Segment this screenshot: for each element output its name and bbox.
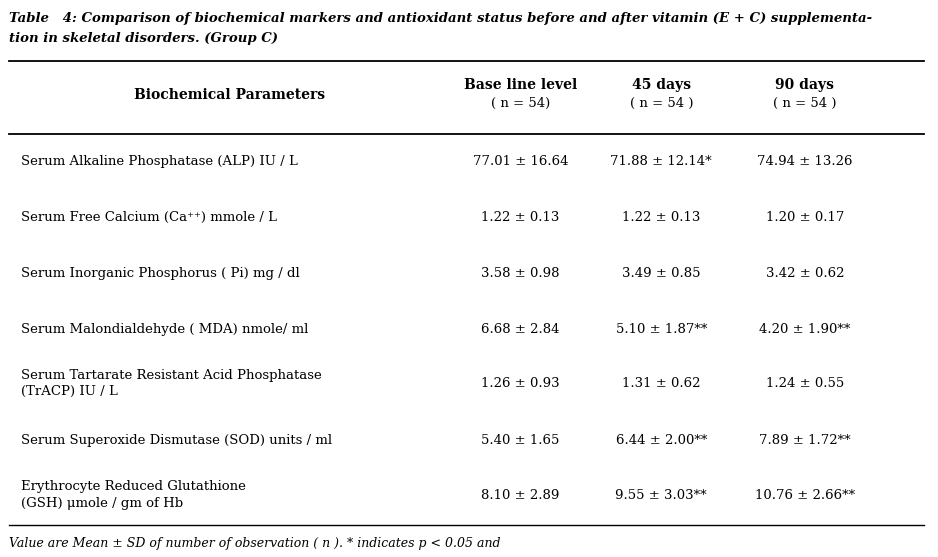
Text: Serum Malondialdehyde ( MDA) nmole/ ml: Serum Malondialdehyde ( MDA) nmole/ ml: [21, 323, 308, 336]
Text: 1.26 ± 0.93: 1.26 ± 0.93: [481, 377, 560, 390]
Text: 90 days: 90 days: [776, 78, 834, 92]
Text: 3.58 ± 0.98: 3.58 ± 0.98: [481, 267, 560, 280]
Text: ( n = 54 ): ( n = 54 ): [629, 96, 693, 110]
Text: (GSH) μmole / gm of Hb: (GSH) μmole / gm of Hb: [21, 497, 183, 510]
Text: 6.68 ± 2.84: 6.68 ± 2.84: [481, 323, 560, 336]
Text: 77.01 ± 16.64: 77.01 ± 16.64: [473, 155, 568, 168]
Text: 1.24 ± 0.55: 1.24 ± 0.55: [765, 377, 844, 390]
Text: 5.10 ± 1.87**: 5.10 ± 1.87**: [615, 323, 707, 336]
Text: Base line level: Base line level: [464, 78, 577, 92]
Text: Serum Alkaline Phosphatase (ALP) IU / L: Serum Alkaline Phosphatase (ALP) IU / L: [21, 155, 297, 168]
Text: Serum Superoxide Dismutase (SOD) units / ml: Serum Superoxide Dismutase (SOD) units /…: [21, 434, 332, 447]
Text: 71.88 ± 12.14*: 71.88 ± 12.14*: [611, 155, 712, 168]
Text: (TrACP) IU / L: (TrACP) IU / L: [21, 385, 117, 398]
Text: Serum Inorganic Phosphorus ( Pi) mg / dl: Serum Inorganic Phosphorus ( Pi) mg / dl: [21, 267, 299, 280]
Text: 8.10 ± 2.89: 8.10 ± 2.89: [481, 488, 560, 502]
Text: 6.44 ± 2.00**: 6.44 ± 2.00**: [615, 434, 707, 447]
Text: 5.40 ± 1.65: 5.40 ± 1.65: [481, 434, 560, 447]
Text: Serum Free Calcium (Ca⁺⁺) mmole / L: Serum Free Calcium (Ca⁺⁺) mmole / L: [21, 211, 277, 224]
Text: 1.20 ± 0.17: 1.20 ± 0.17: [765, 211, 844, 224]
Text: 45 days: 45 days: [631, 78, 691, 92]
Text: Biochemical Parameters: Biochemical Parameters: [134, 87, 325, 102]
Text: ( n = 54): ( n = 54): [491, 96, 551, 110]
Text: Table   4: Comparison of biochemical markers and antioxidant status before and a: Table 4: Comparison of biochemical marke…: [9, 12, 872, 25]
Text: Erythrocyte Reduced Glutathione: Erythrocyte Reduced Glutathione: [21, 480, 246, 494]
Text: 10.76 ± 2.66**: 10.76 ± 2.66**: [755, 488, 855, 502]
Text: 4.20 ± 1.90**: 4.20 ± 1.90**: [759, 323, 851, 336]
Text: 74.94 ± 13.26: 74.94 ± 13.26: [757, 155, 853, 168]
Text: tion in skeletal disorders. (Group C): tion in skeletal disorders. (Group C): [9, 32, 279, 45]
Text: 3.42 ± 0.62: 3.42 ± 0.62: [765, 267, 844, 280]
Text: Serum Tartarate Resistant Acid Phosphatase: Serum Tartarate Resistant Acid Phosphata…: [21, 369, 322, 382]
Text: 1.31 ± 0.62: 1.31 ± 0.62: [622, 377, 701, 390]
Text: ( n = 54 ): ( n = 54 ): [773, 96, 837, 110]
Text: 1.22 ± 0.13: 1.22 ± 0.13: [622, 211, 701, 224]
Text: 7.89 ± 1.72**: 7.89 ± 1.72**: [759, 434, 851, 447]
Text: Value are Mean ± SD of number of observation ( n ). * indicates p < 0.05 and: Value are Mean ± SD of number of observa…: [9, 537, 501, 550]
Text: 3.49 ± 0.85: 3.49 ± 0.85: [622, 267, 701, 280]
Text: 9.55 ± 3.03**: 9.55 ± 3.03**: [615, 488, 707, 502]
Text: 1.22 ± 0.13: 1.22 ± 0.13: [481, 211, 560, 224]
